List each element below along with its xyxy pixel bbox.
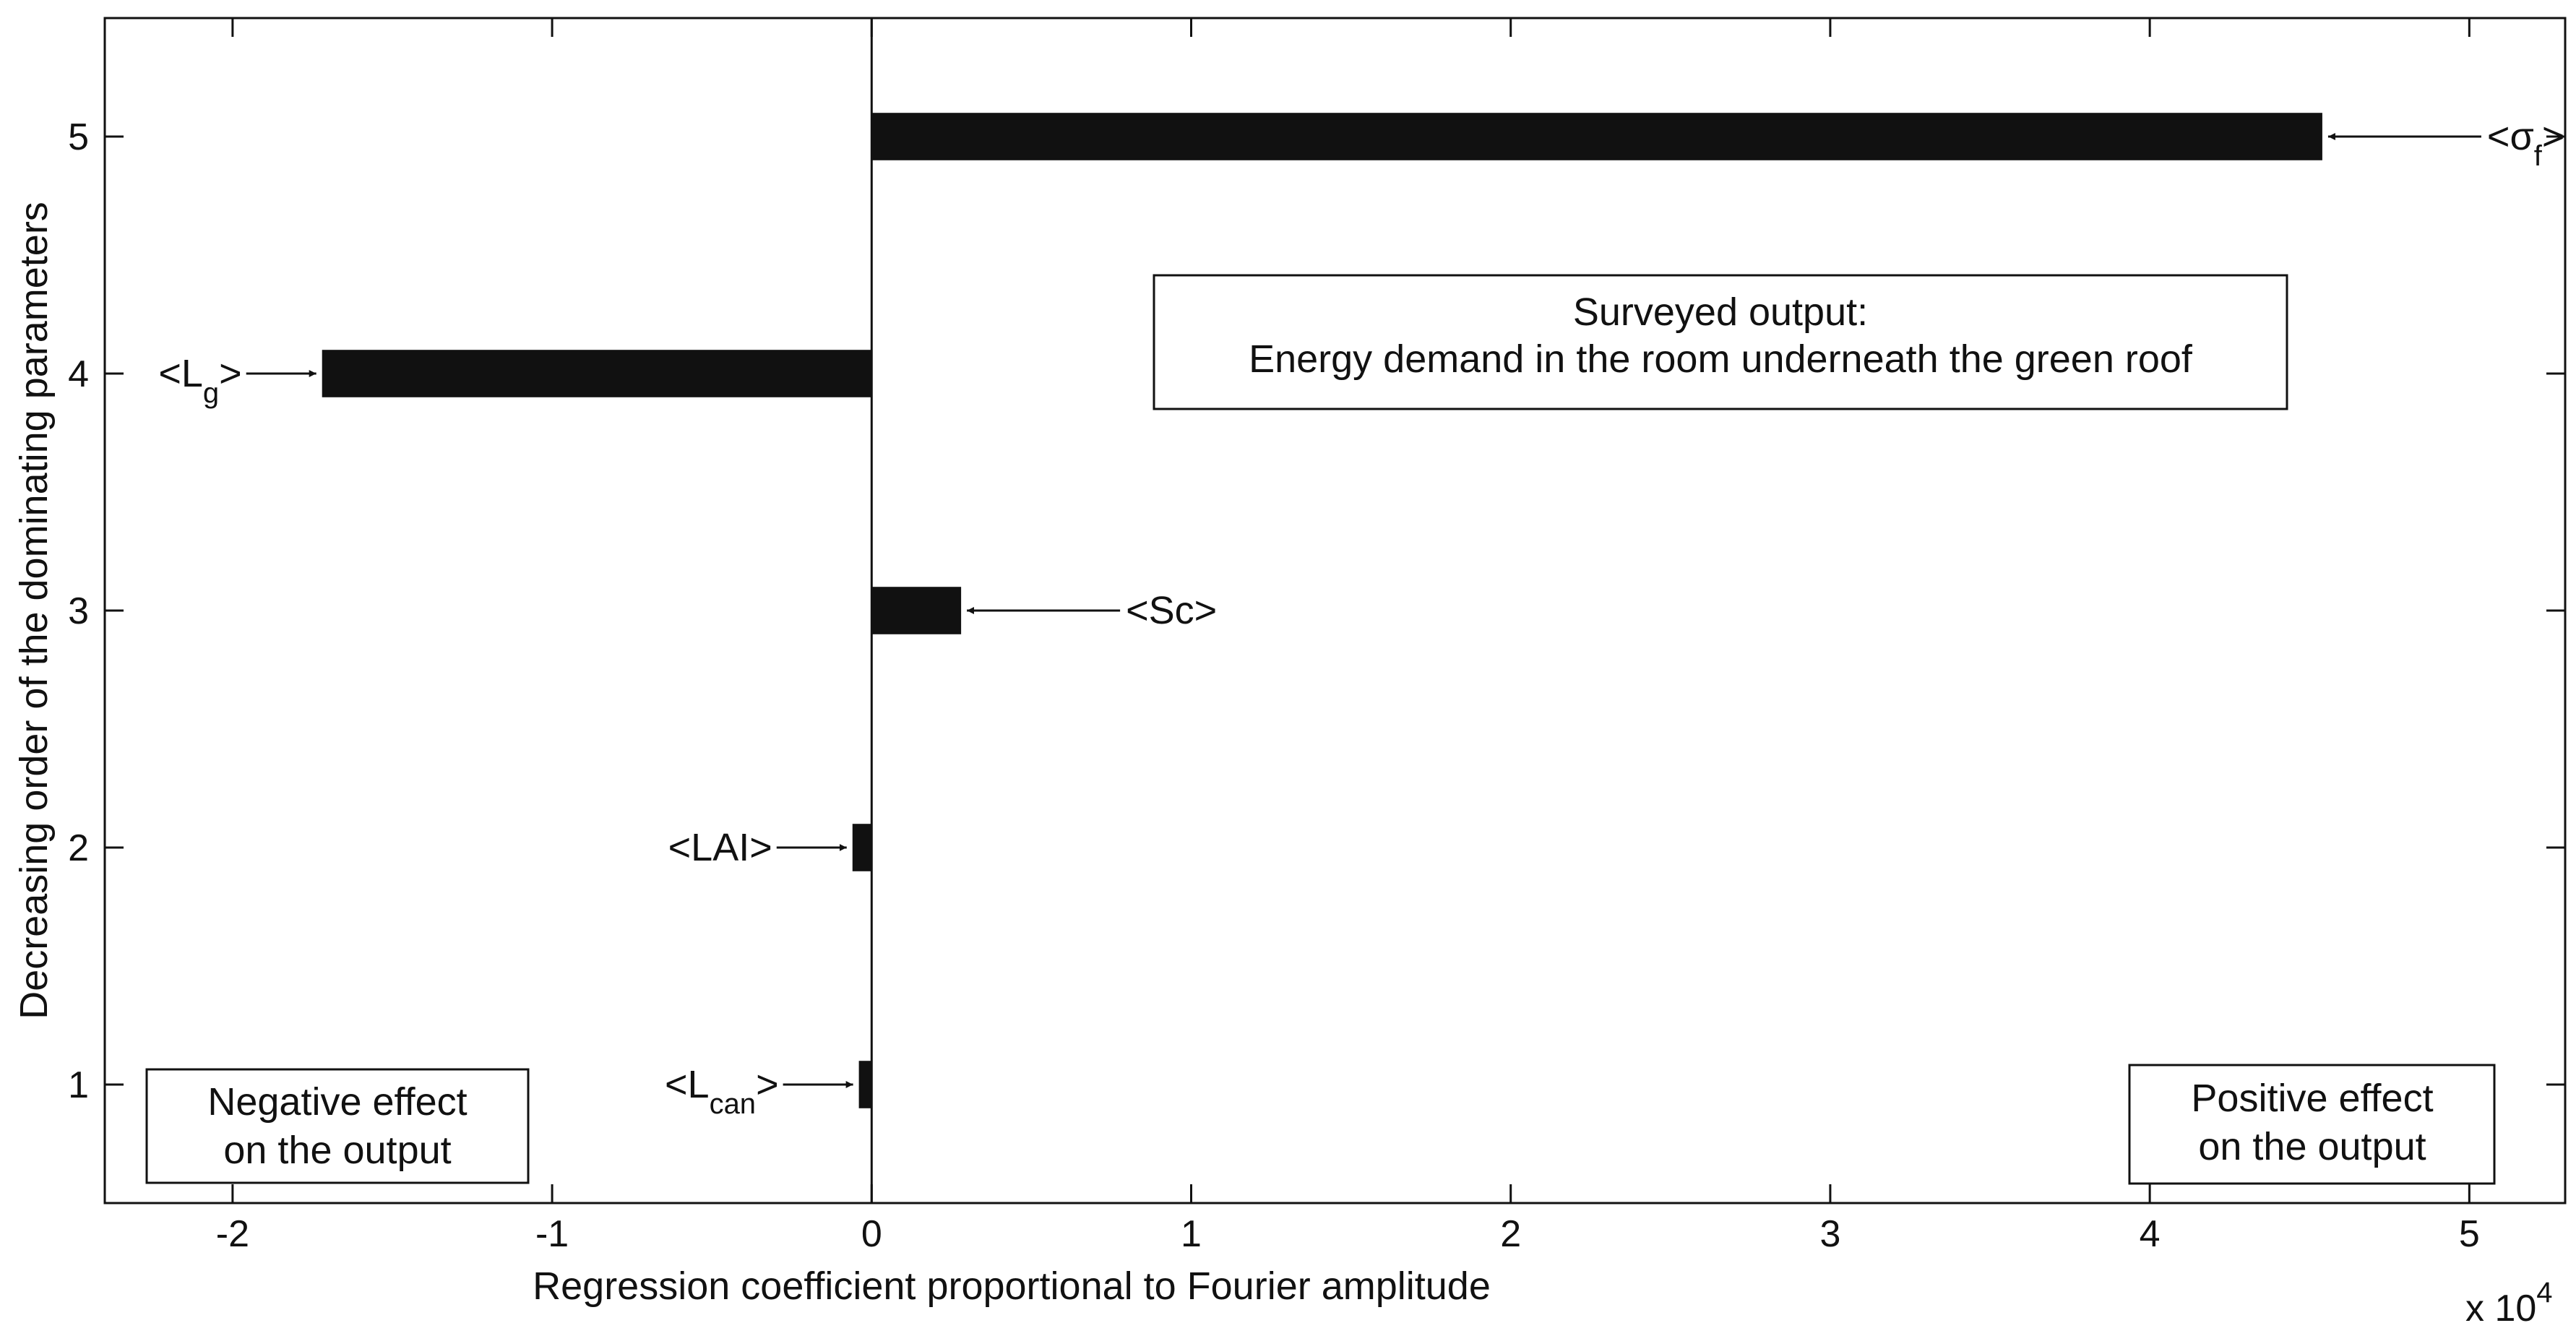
negative-effect-line1: Negative effect	[207, 1080, 467, 1124]
surveyed-output-line2: Energy demand in the room underneath the…	[1249, 337, 2193, 381]
bars	[322, 113, 2322, 1108]
bar-2	[852, 824, 872, 871]
negative-effect-line2: on the output	[223, 1129, 451, 1172]
positive-effect-frame	[2128, 1064, 2496, 1185]
y-tick-label-2: 3	[68, 590, 89, 632]
bar-label-3: <Sc>	[1126, 589, 1217, 632]
x-tick-label-7: 5	[2459, 1213, 2480, 1255]
x-tick-label-6: 4	[2140, 1213, 2161, 1255]
x-tick-label-3: 1	[1181, 1213, 1202, 1255]
bar-label-1: <Lcan>	[665, 1063, 779, 1120]
positive-effect-line1: Positive effect	[2191, 1077, 2433, 1120]
x-tick-label-1: -1	[535, 1213, 569, 1255]
surveyed-output-frame	[1153, 274, 2288, 410]
x-scale-base: x 10	[2465, 1288, 2536, 1329]
negative-effect-frame	[145, 1068, 530, 1184]
y-tick-label-0: 1	[68, 1064, 89, 1106]
positive-effect-box: Positive effect on the output	[2128, 1064, 2496, 1185]
x-scale-exponent: 4	[2536, 1277, 2552, 1309]
y-tick-label-1: 2	[68, 827, 89, 869]
bar-labels: <Lcan> <LAI> <Sc> <Lg> <σf>	[158, 115, 2564, 1120]
bar-4	[322, 350, 872, 397]
x-tick-label-0: -2	[216, 1213, 249, 1255]
negative-effect-box: Negative effect on the output	[145, 1068, 530, 1184]
x-tick-label-5: 3	[1819, 1213, 1840, 1255]
x-axis-ticks: -2 -1 0 1 2 3 4 5	[216, 18, 2480, 1255]
bar-1	[858, 1061, 872, 1108]
plot-frame	[103, 17, 2567, 1204]
y-tick-label-3: 4	[68, 353, 89, 395]
bar-label-4: <Lg>	[158, 352, 241, 409]
bar-5	[871, 113, 2322, 160]
bar-label-5: <σf>	[2487, 115, 2565, 172]
bar-label-2: <LAI>	[668, 826, 772, 869]
surveyed-output-box: Surveyed output: Energy demand in the ro…	[1153, 274, 2288, 410]
bar-3	[871, 587, 962, 634]
x-axis-title: Regression coefficient proportional to F…	[533, 1264, 1491, 1308]
x-tick-label-4: 2	[1500, 1213, 1521, 1255]
x-scale-label: x 104	[2465, 1277, 2553, 1329]
y-axis-ticks: 1 2 3 4 5	[68, 116, 2565, 1106]
x-tick-label-2: 0	[861, 1213, 882, 1255]
surveyed-output-line1: Surveyed output:	[1573, 290, 1868, 334]
y-axis-title: Decreasing order of the dominating param…	[12, 202, 56, 1020]
y-tick-label-4: 5	[68, 116, 89, 158]
positive-effect-line2: on the output	[2198, 1125, 2426, 1168]
